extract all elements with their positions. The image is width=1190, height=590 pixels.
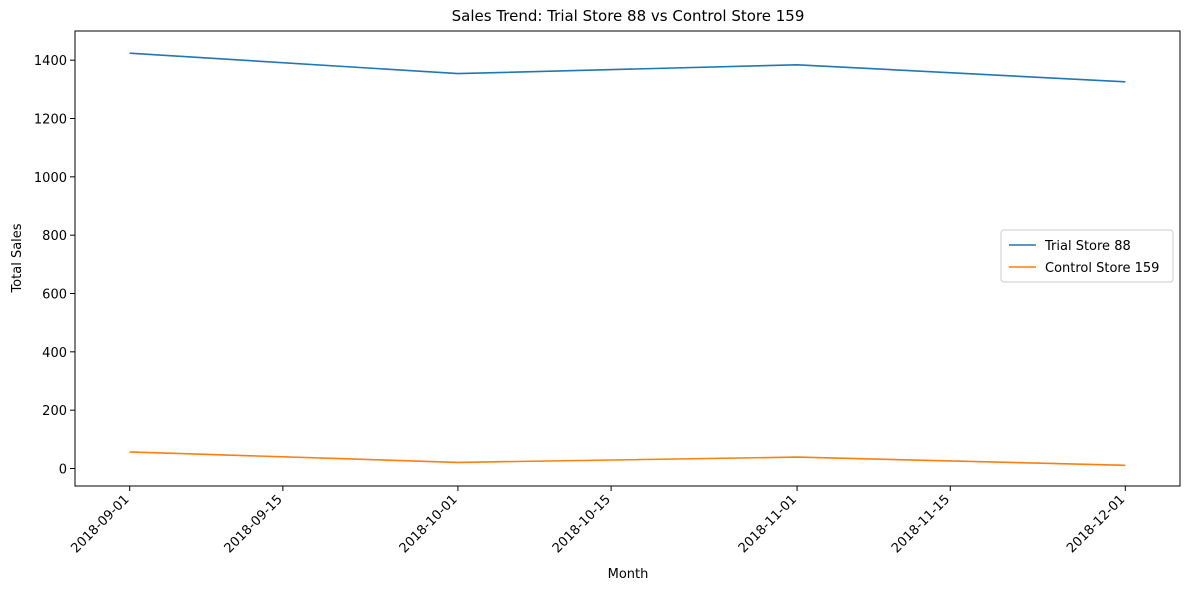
y-tick-label: 1000: [34, 171, 67, 186]
x-tick-label: 2018-09-01: [68, 492, 132, 556]
x-axis-label: Month: [608, 567, 649, 582]
series-line-trial-store-88: [129, 52, 1126, 83]
y-tick-label: 200: [42, 404, 67, 419]
legend-label: Trial Store 88: [1044, 239, 1131, 254]
y-tick-label: 800: [42, 229, 67, 244]
plot-frame: [74, 30, 1181, 487]
y-tick-label: 1200: [34, 113, 67, 128]
y-tick-label: 600: [42, 288, 67, 303]
y-axis-label: Total Sales: [10, 223, 25, 293]
x-tick-label: 2018-11-15: [889, 492, 953, 556]
x-tick-label: 2018-12-01: [1064, 492, 1128, 556]
x-tick-label: 2018-10-15: [550, 492, 614, 556]
plot-area: [74, 30, 1181, 487]
legend-label: Control Store 159: [1045, 261, 1159, 276]
y-axis: 0 200 400 600 800 1000 1200 1400: [34, 54, 75, 478]
y-tick-label: 1400: [34, 54, 67, 69]
x-tick-label: 2018-10-01: [397, 492, 461, 556]
x-axis: 2018-09-01 2018-09-15 2018-10-01 2018-10-15…: [68, 486, 1128, 556]
legend: Trial Store 88 Control Store 159: [1000, 229, 1174, 283]
y-tick-label: 0: [59, 463, 67, 478]
chart-title: Sales Trend: Trial Store 88 vs Control S…: [452, 7, 805, 25]
y-tick-label: 400: [42, 346, 67, 361]
x-tick-label: 2018-11-01: [736, 492, 800, 556]
x-tick-label: 2018-09-15: [222, 492, 286, 556]
legend-box: [1000, 229, 1174, 283]
series-layer: [129, 52, 1126, 467]
series-line-control-store-159: [129, 451, 1126, 467]
